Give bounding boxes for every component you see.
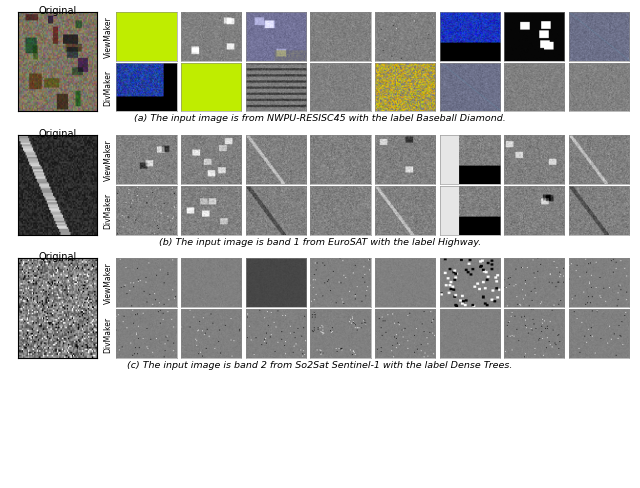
Text: (b) The input image is band 1 from EuroSAT with the label Highway.: (b) The input image is band 1 from EuroS… [159,237,481,246]
Text: DivMaker: DivMaker [104,316,113,352]
Text: DivMaker: DivMaker [104,193,113,229]
Text: Original: Original [38,6,77,16]
Text: (c) The input image is band 2 from So2Sat Sentinel-1 with the label Dense Trees.: (c) The input image is band 2 from So2Sa… [127,360,513,369]
Text: DivMaker: DivMaker [104,70,113,106]
Text: Original: Original [38,129,77,139]
Text: ViewMaker: ViewMaker [104,262,113,304]
Text: Original: Original [38,252,77,262]
Text: ViewMaker: ViewMaker [104,16,113,58]
Text: (a) The input image is from NWPU-RESISC45 with the label Baseball Diamond.: (a) The input image is from NWPU-RESISC4… [134,114,506,123]
Text: ViewMaker: ViewMaker [104,139,113,181]
